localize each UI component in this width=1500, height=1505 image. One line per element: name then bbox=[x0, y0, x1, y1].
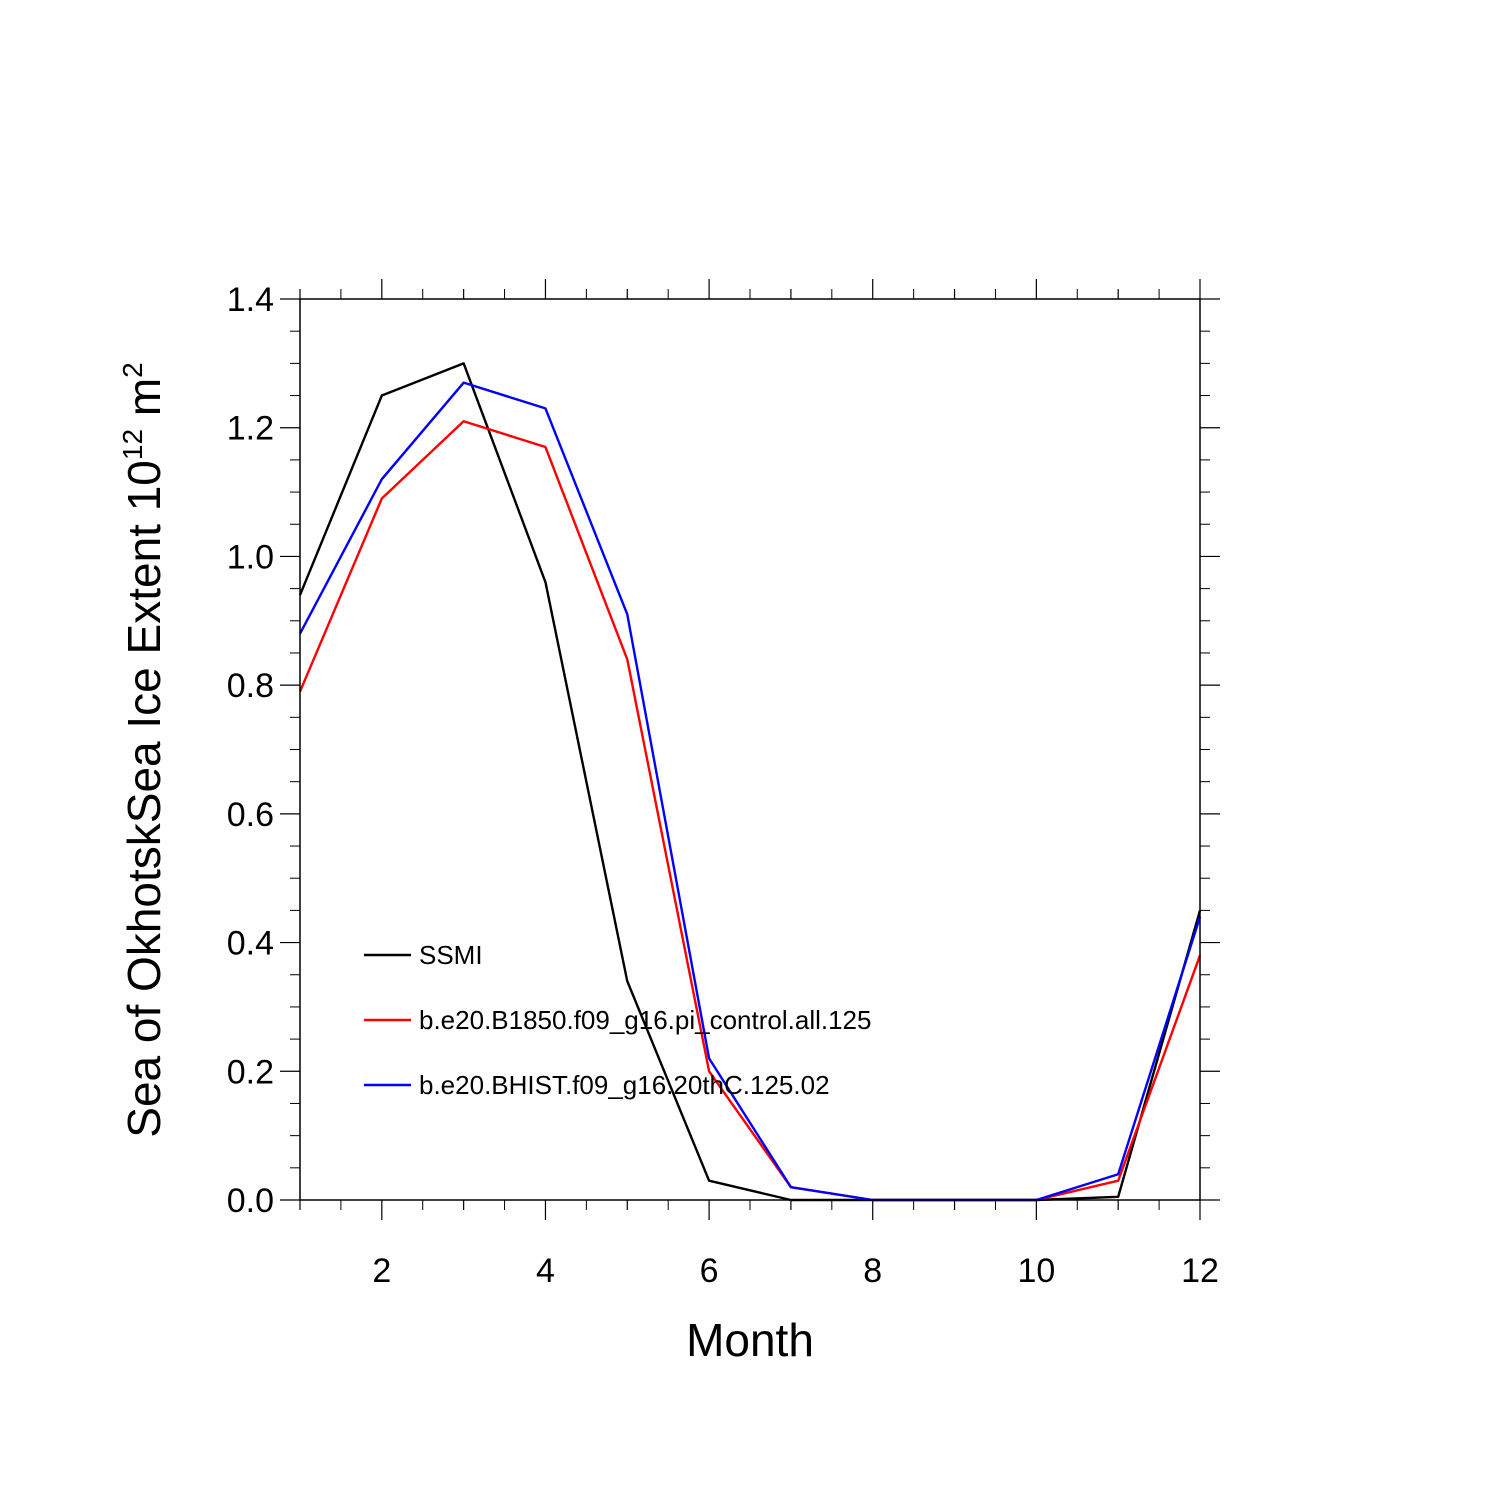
legend: SSMI b.e20.B1850.f09_g16.pi_control.all.1… bbox=[364, 940, 871, 1100]
x-tick-label: 2 bbox=[372, 1252, 391, 1290]
plot-frame bbox=[299, 298, 1201, 1201]
y-axis-title-exponent-1: 12 bbox=[117, 429, 148, 460]
ticks-layer bbox=[280, 279, 1220, 1220]
y-axis-title: Sea of OkhotskSea Ice Extent 1012 m2 bbox=[117, 362, 170, 1137]
y-axis-title-exponent-2: 2 bbox=[117, 362, 148, 378]
y-tick-label: 0.4 bbox=[227, 925, 274, 963]
y-tick-label: 0.0 bbox=[227, 1182, 274, 1220]
y-tick-label: 0.8 bbox=[227, 667, 274, 705]
legend-label-2: b.e20.B1850.f09_g16.pi_control.all.125 bbox=[419, 1005, 871, 1035]
y-axis-title-main: Sea of OkhotskSea Ice Extent 10 bbox=[118, 460, 170, 1138]
legend-label-1: SSMI bbox=[419, 940, 483, 970]
x-tick-label: 10 bbox=[1017, 1252, 1055, 1290]
y-tick-labels: 0.0 0.2 0.4 0.6 0.8 1.0 1.2 1.4 bbox=[227, 281, 274, 1220]
y-tick-label: 0.6 bbox=[227, 796, 274, 834]
legend-label-3: b.e20.BHIST.f09_g16.20thC.125.02 bbox=[419, 1070, 830, 1100]
x-tick-label: 6 bbox=[700, 1252, 719, 1290]
series-line-3 bbox=[298, 381, 1202, 1202]
y-tick-label: 1.2 bbox=[227, 410, 274, 448]
y-tick-label: 0.2 bbox=[227, 1053, 274, 1091]
x-tick-label: 12 bbox=[1181, 1252, 1219, 1290]
x-tick-labels: 2 4 6 8 10 12 bbox=[372, 1252, 1219, 1290]
x-tick-label: 8 bbox=[863, 1252, 882, 1290]
x-axis-title: Month bbox=[686, 1314, 814, 1366]
y-tick-label: 1.0 bbox=[227, 538, 274, 576]
y-tick-label: 1.4 bbox=[227, 281, 274, 319]
y-axis-title-unit: m bbox=[118, 378, 170, 429]
x-tick-label: 4 bbox=[536, 1252, 555, 1290]
